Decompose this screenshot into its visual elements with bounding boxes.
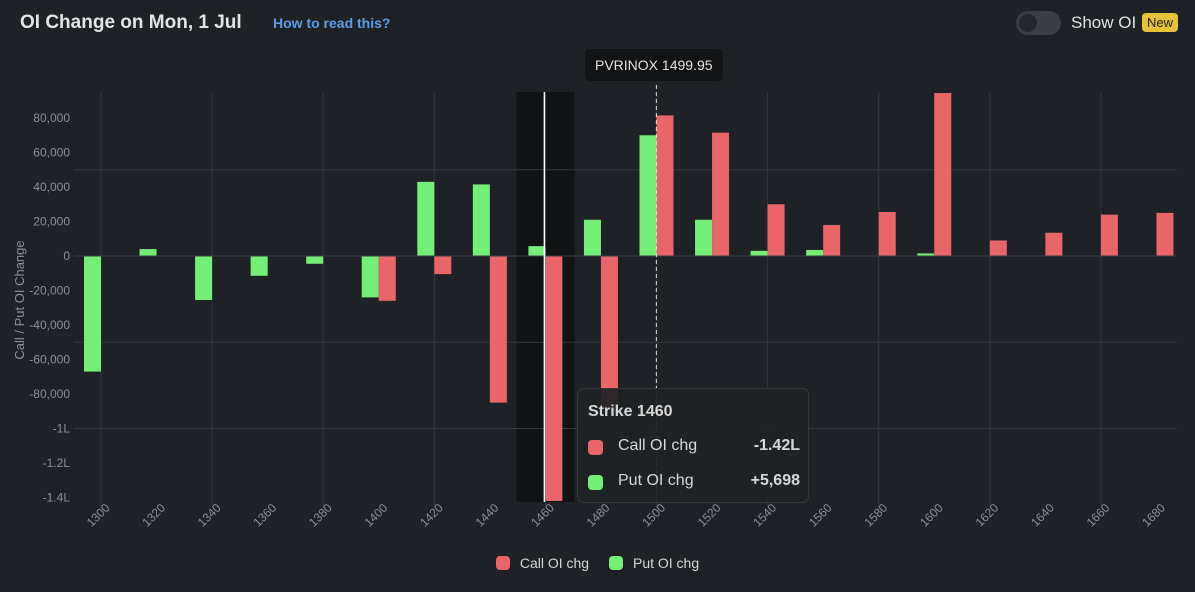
y-tick-label: -1.4L bbox=[43, 491, 71, 505]
call-bar bbox=[378, 256, 396, 301]
x-tick-label: 1680 bbox=[1139, 501, 1168, 530]
put-bar bbox=[306, 256, 324, 264]
tooltip-title: Strike 1460 bbox=[588, 403, 673, 420]
x-tick-label: 1320 bbox=[139, 501, 168, 530]
y-tick-label: -40,000 bbox=[29, 318, 70, 332]
put-bar bbox=[361, 256, 379, 298]
call-bar bbox=[1045, 232, 1063, 256]
put-bar bbox=[195, 256, 213, 300]
put-bar bbox=[84, 256, 101, 372]
call-legend-swatch bbox=[495, 556, 510, 570]
call-bar bbox=[823, 224, 841, 256]
legend-item-call[interactable]: Call OI chg bbox=[495, 555, 590, 571]
call-bar bbox=[1156, 212, 1174, 256]
put-bar bbox=[639, 135, 657, 256]
put-bar bbox=[695, 219, 713, 256]
tooltip-row-call: Call OI chg -1.42L bbox=[588, 437, 800, 459]
call-bar bbox=[434, 256, 452, 275]
call-bar bbox=[712, 132, 730, 256]
tooltip-row-put: Put OI chg +5,698 bbox=[588, 472, 800, 494]
strike-tooltip: Strike 1460 Call OI chg -1.42L Put OI ch… bbox=[577, 388, 809, 503]
put-bar bbox=[917, 253, 935, 256]
put-bar bbox=[139, 249, 157, 256]
x-tick-label: 1480 bbox=[584, 501, 613, 530]
y-tick-label: 0 bbox=[63, 249, 70, 263]
tooltip-row-value: -1.42L bbox=[753, 437, 800, 454]
x-tick-label: 1560 bbox=[806, 501, 835, 530]
x-tick-label: 1340 bbox=[195, 501, 224, 530]
price-marker-label: PVRINOX 1499.95 bbox=[585, 49, 723, 81]
x-tick-label: 1380 bbox=[306, 501, 335, 530]
y-tick-label: -20,000 bbox=[29, 284, 70, 298]
legend-item-put[interactable]: Put OI chg bbox=[608, 555, 700, 571]
x-tick-label: 1600 bbox=[917, 501, 946, 530]
chart-legend: Call OI chg Put OI chg bbox=[0, 555, 1195, 573]
x-tick-label: 1580 bbox=[861, 501, 890, 530]
how-to-read-link[interactable]: How to read this? bbox=[273, 15, 391, 31]
call-bar bbox=[989, 240, 1007, 256]
put-bar bbox=[472, 184, 490, 256]
legend-label: Call OI chg bbox=[519, 555, 590, 571]
y-tick-label: 60,000 bbox=[33, 146, 70, 160]
x-tick-label: 1640 bbox=[1028, 501, 1057, 530]
put-bar bbox=[528, 246, 546, 256]
x-tick-label: 1420 bbox=[417, 501, 446, 530]
tooltip-row-label: Put OI chg bbox=[618, 472, 694, 489]
put-bar bbox=[806, 249, 824, 256]
call-bar bbox=[767, 204, 785, 256]
put-legend-swatch bbox=[608, 556, 623, 570]
show-oi-toggle[interactable] bbox=[1016, 11, 1061, 35]
legend-label: Put OI chg bbox=[632, 555, 700, 571]
y-tick-label: 20,000 bbox=[33, 215, 70, 229]
x-tick-label: 1660 bbox=[1084, 501, 1113, 530]
call-bar bbox=[934, 92, 952, 256]
put-color-swatch bbox=[588, 475, 603, 490]
call-bar bbox=[489, 256, 507, 403]
x-tick-label: 1440 bbox=[473, 501, 502, 530]
y-tick-label: 40,000 bbox=[33, 180, 70, 194]
x-tick-label: 1500 bbox=[639, 501, 668, 530]
x-tick-label: 1460 bbox=[528, 501, 557, 530]
x-tick-label: 1360 bbox=[250, 501, 279, 530]
call-bar bbox=[600, 256, 618, 408]
show-oi-label: Show OI bbox=[1071, 13, 1137, 32]
tooltip-row-label: Call OI chg bbox=[618, 437, 698, 454]
x-tick-label: 1520 bbox=[695, 501, 724, 530]
toggle-knob bbox=[1019, 14, 1037, 32]
call-bar bbox=[656, 115, 674, 256]
tooltip-row-value: +5,698 bbox=[750, 472, 800, 489]
chart-header: OI Change on Mon, 1 Jul How to read this… bbox=[0, 0, 1195, 48]
put-bar bbox=[417, 181, 435, 256]
put-bar bbox=[250, 256, 268, 276]
y-tick-label: -60,000 bbox=[29, 353, 70, 367]
y-tick-label: 80,000 bbox=[33, 111, 70, 125]
call-color-swatch bbox=[588, 440, 603, 455]
y-tick-label: -80,000 bbox=[29, 387, 70, 401]
x-tick-label: 1620 bbox=[973, 501, 1002, 530]
x-tick-label: 1400 bbox=[362, 501, 391, 530]
chart-title: OI Change on Mon, 1 Jul bbox=[20, 12, 242, 33]
x-tick-label: 1540 bbox=[750, 501, 779, 530]
call-bar bbox=[545, 256, 563, 501]
call-bar bbox=[1100, 214, 1118, 256]
y-tick-label: -1L bbox=[53, 422, 71, 436]
put-bar bbox=[750, 250, 768, 256]
new-badge: New bbox=[1142, 13, 1179, 32]
y-axis-title: Call / Put OI Change bbox=[12, 240, 27, 359]
put-bar bbox=[583, 219, 601, 256]
call-bar bbox=[878, 212, 896, 256]
x-tick-label: 1300 bbox=[84, 501, 113, 530]
y-tick-label: -1.2L bbox=[43, 456, 71, 470]
